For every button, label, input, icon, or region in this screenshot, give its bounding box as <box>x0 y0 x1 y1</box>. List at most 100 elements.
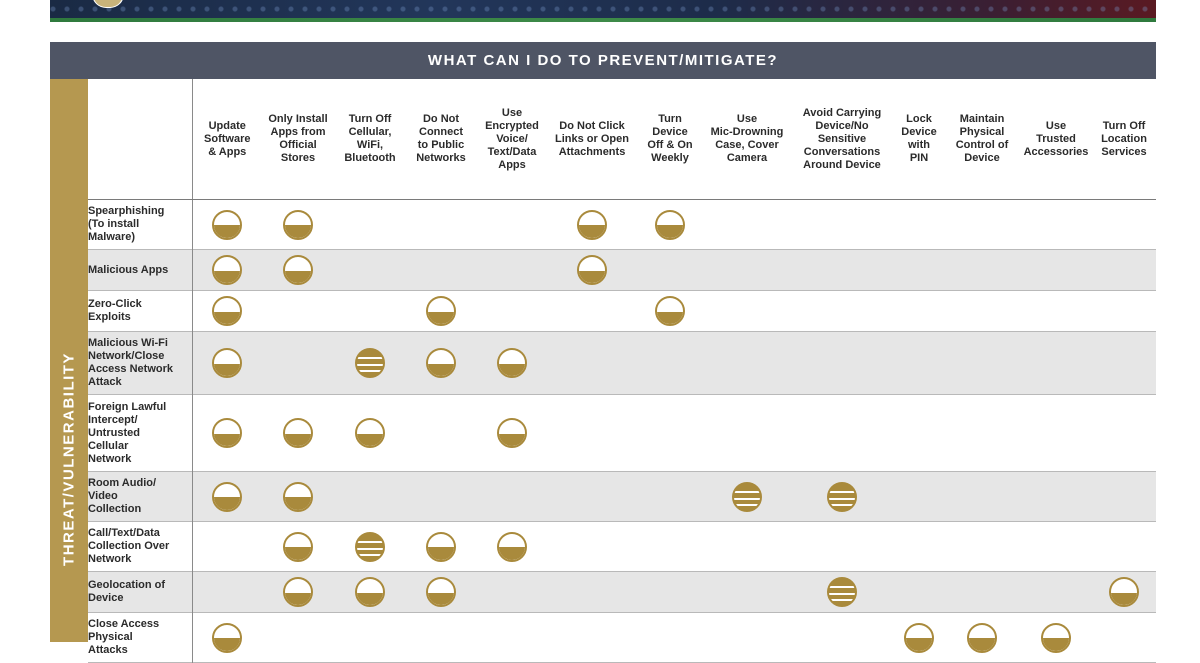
matrix-cell <box>476 522 548 572</box>
threat-label-line: Untrusted <box>88 426 140 439</box>
column-header: Turn Device Off & On Weekly <box>636 79 704 200</box>
column-header-line: Use <box>501 106 523 119</box>
column-header-line: Sensitive <box>817 132 867 145</box>
matrix-cell <box>944 522 1020 572</box>
matrix-cell <box>262 571 334 613</box>
matrix-cell <box>1092 200 1156 250</box>
column-header-line: to Public <box>417 139 465 151</box>
matrix-cell <box>476 249 548 291</box>
matrix-cell <box>334 395 406 472</box>
matrix-cell <box>476 291 548 332</box>
threat-label-line: Geolocation of <box>88 579 165 591</box>
column-header: Turn Off Cellular, WiFi, Bluetooth <box>334 79 406 200</box>
matrix-cell <box>548 291 636 332</box>
threat-label-line: Call/Text/Data <box>88 527 160 539</box>
table-row: Foreign Lawful Intercept/Untrusted Cellula… <box>88 394 1156 472</box>
matrix-cell <box>1092 291 1156 332</box>
table-row: Malicious Apps <box>88 249 1156 291</box>
matrix-cell <box>1092 522 1156 572</box>
matrix-cell <box>548 200 636 250</box>
matrix-cell <box>704 200 790 250</box>
column-header-line: Lock <box>906 113 932 125</box>
matrix-cell <box>334 471 406 522</box>
matrix-cell <box>262 291 334 332</box>
matrix-cell <box>192 291 262 332</box>
threat-label: Malicious Wi-Fi Network/Close Access Netwo… <box>88 331 193 395</box>
threat-label: Geolocation of Device <box>88 571 193 613</box>
matrix-cell <box>192 613 262 663</box>
half-circle-icon <box>283 531 313 562</box>
striped-circle-icon <box>355 348 385 378</box>
column-header-line: Off & On <box>647 139 693 151</box>
matrix-cell <box>548 395 636 472</box>
matrix-cell <box>944 249 1020 291</box>
threat-label-line: Video <box>88 490 118 502</box>
column-header-line: Turn Off <box>348 113 392 125</box>
matrix-cell <box>476 395 548 472</box>
matrix-cell <box>704 522 790 572</box>
table-row: Close Access Physical Attacks <box>88 612 1156 663</box>
column-header-line: Encrypted <box>485 119 539 132</box>
matrix-cell <box>406 395 476 472</box>
matrix-cell <box>406 249 476 291</box>
matrix-cell <box>334 249 406 291</box>
column-header-line: Accessories <box>1023 145 1089 158</box>
column-header-line: with <box>908 139 930 151</box>
column-header-line: Control of <box>955 139 1009 151</box>
matrix-cell <box>1020 522 1092 572</box>
banner-pattern <box>50 0 1156 18</box>
column-header-row: Update Software & Apps Only Install Apps fro… <box>88 79 1156 200</box>
threat-label-line: Room Audio/ <box>88 477 157 489</box>
matrix-cell <box>636 200 704 250</box>
matrix-cell <box>1020 200 1092 250</box>
matrix-cell <box>704 613 790 663</box>
matrix-cell <box>790 331 894 395</box>
matrix-cell <box>476 571 548 613</box>
threat-label-line: Cellular <box>88 439 129 452</box>
threat-label-line: Attacks <box>88 644 128 656</box>
matrix-cell <box>1020 471 1092 522</box>
matrix-cell <box>262 249 334 291</box>
matrix-cell <box>790 522 894 572</box>
column-header-line: Official <box>279 139 317 151</box>
threat-axis-bar: THREAT/VULNERABILITY <box>50 79 88 642</box>
threat-label: Spearphishing (To install Malware) <box>88 199 193 250</box>
column-header-line: Cellular, <box>348 126 392 138</box>
column-header-line: Do Not <box>422 113 460 125</box>
column-header-line: Weekly <box>651 152 689 164</box>
column-header-line: Device <box>652 126 688 138</box>
column-header-line: WiFi, <box>356 139 384 151</box>
column-header: Use Encrypted Voice/Text/Data Apps <box>476 79 548 200</box>
column-header-line: Networks <box>416 152 466 164</box>
striped-circle-icon <box>355 531 385 562</box>
half-circle-icon <box>283 418 313 448</box>
half-circle-icon <box>212 296 243 326</box>
half-circle-icon <box>577 255 607 285</box>
matrix-cell <box>1092 571 1156 613</box>
matrix-cell <box>262 522 334 572</box>
striped-circle-icon <box>827 481 857 512</box>
matrix-cell <box>406 200 476 250</box>
matrix-cell <box>334 331 406 395</box>
half-circle-icon <box>355 577 385 607</box>
column-header-line: Device/No <box>815 119 869 132</box>
threat-label-line: Network <box>88 452 132 465</box>
column-header-line: Stores <box>280 152 316 164</box>
column-header: Use Mic-Drowning Case, Cover Camera <box>704 79 790 200</box>
matrix-cell <box>548 522 636 572</box>
matrix-cell <box>704 331 790 395</box>
matrix-cell <box>704 395 790 472</box>
matrix-cell <box>636 395 704 472</box>
threat-label-line: Physical <box>88 631 133 643</box>
matrix-cell <box>192 331 262 395</box>
threat-label-line: Device <box>88 592 124 604</box>
threat-label: Call/Text/Data Collection Over Network <box>88 521 193 572</box>
matrix-cell <box>1020 249 1092 291</box>
matrix-cell <box>790 200 894 250</box>
matrix-cell <box>334 291 406 332</box>
threat-label-line: Spearphishing <box>88 205 165 217</box>
matrix-cell <box>192 249 262 291</box>
matrix-cell <box>636 571 704 613</box>
threat-label: Zero-Click Exploits <box>88 290 193 332</box>
column-header-line: Camera <box>726 152 768 164</box>
